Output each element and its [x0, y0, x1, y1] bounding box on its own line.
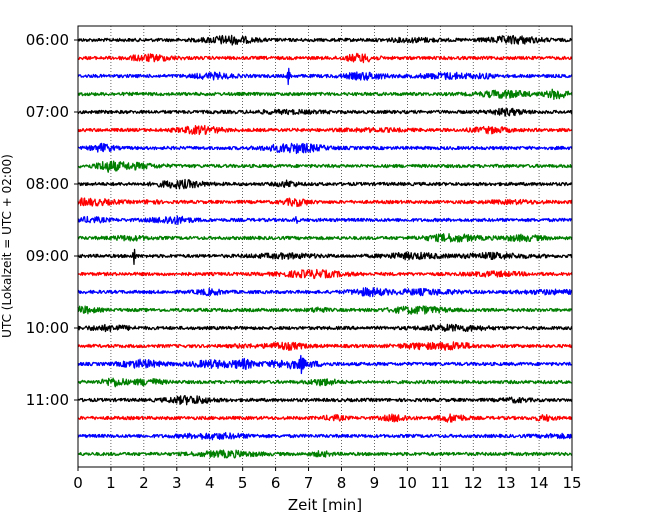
x-tick-label-7: 7: [304, 474, 314, 492]
trace-16: [77, 323, 573, 333]
y-tick-label-5: 11:00: [26, 391, 69, 409]
plot-background: [78, 26, 572, 467]
x-tick-label-10: 10: [398, 474, 417, 492]
trace-10: [77, 215, 573, 226]
x-axis-ticks: 0 1 2 3 4 5 6 7 8 9 10 11 12 13 14 15: [73, 467, 582, 492]
trace-1: [77, 52, 573, 64]
trace-20: [77, 395, 573, 406]
x-tick-label-14: 14: [530, 474, 549, 492]
trace-19: [77, 377, 573, 388]
x-tick-label-4: 4: [205, 474, 215, 492]
trace-17: [77, 341, 573, 351]
x-tick-label-5: 5: [238, 474, 248, 492]
trace-23: [77, 449, 573, 459]
y-tick-label-2: 08:00: [26, 175, 69, 193]
y-tick-label-4: 10:00: [26, 319, 69, 337]
trace-7: [77, 160, 573, 173]
x-axis-label: Zeit [min]: [288, 496, 362, 514]
trace-4: [77, 107, 573, 117]
y-axis-label: UTC (Lokalzeit = UTC + 02:00): [0, 154, 14, 338]
trace-group: [77, 34, 573, 459]
trace-21: [77, 413, 573, 423]
x-tick-label-0: 0: [73, 474, 83, 492]
x-tick-label-13: 13: [497, 474, 516, 492]
x-tick-label-11: 11: [431, 474, 450, 492]
x-tick-label-12: 12: [464, 474, 483, 492]
trace-18: [77, 354, 573, 375]
x-tick-label-3: 3: [172, 474, 182, 492]
trace-22: [77, 431, 573, 441]
trace-6: [77, 142, 573, 155]
trace-14: [77, 287, 573, 298]
y-axis-ticks: 06:00 07:00 08:00 09:00 10:00 11:00: [26, 31, 78, 409]
y-tick-label-3: 09:00: [26, 247, 69, 265]
y-tick-label-1: 07:00: [26, 103, 69, 121]
trace-5: [77, 124, 573, 136]
x-tick-label-9: 9: [370, 474, 380, 492]
x-tick-label-8: 8: [337, 474, 347, 492]
trace-15: [77, 305, 573, 315]
trace-13: [77, 268, 573, 280]
trace-3: [77, 88, 573, 100]
x-tick-label-1: 1: [106, 474, 116, 492]
trace-0: [77, 34, 573, 46]
trace-2: [77, 67, 573, 86]
trace-11: [77, 233, 573, 243]
trace-8: [77, 178, 573, 190]
x-tick-label-6: 6: [271, 474, 281, 492]
x-tick-label-15: 15: [562, 474, 581, 492]
x-tick-label-2: 2: [139, 474, 149, 492]
plot-frame: [77, 25, 573, 468]
trace-9: [77, 197, 573, 208]
y-tick-label-0: 06:00: [26, 31, 69, 49]
trace-12: [77, 248, 573, 266]
